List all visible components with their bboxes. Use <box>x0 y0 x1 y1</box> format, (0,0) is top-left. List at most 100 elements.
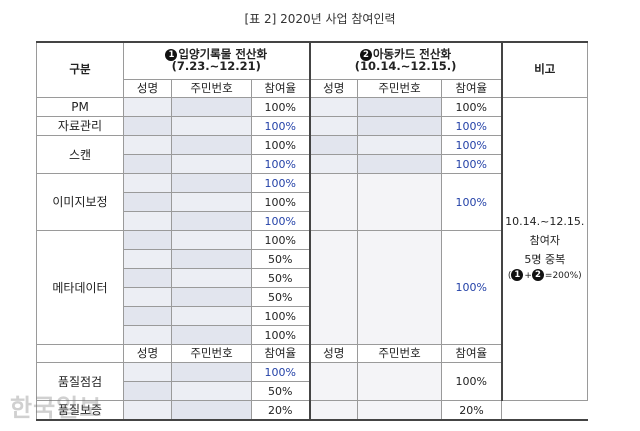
table-row: 자료관리 100% 100% <box>36 116 588 136</box>
header-rate-1: 참여율 <box>251 79 310 98</box>
redacted-name <box>123 400 172 421</box>
table-row: 100% 100% <box>37 154 588 174</box>
note-line2: 참여자 <box>529 234 560 247</box>
rate-cell: 50% <box>251 287 310 307</box>
table-row: 이미지보정 100% 100% <box>36 173 588 231</box>
redacted-id <box>171 192 252 212</box>
redacted-id <box>171 287 252 307</box>
redacted-name <box>308 97 358 117</box>
redacted-name <box>308 116 358 136</box>
header-id-1: 주민번호 <box>171 79 252 98</box>
redacted-id <box>171 268 252 288</box>
rate-cell: 100% <box>440 230 503 345</box>
header-id-2: 주민번호 <box>357 344 442 363</box>
header-rate-2: 참여율 <box>440 344 503 363</box>
rate-cell: 100% <box>440 173 503 231</box>
table-row: PM 100% 100% 10.14.~12.15. 참여자 5명 중복 (1 +… <box>36 97 589 401</box>
redacted-name <box>308 135 358 155</box>
table-row: 50% <box>37 268 588 288</box>
redacted-id <box>357 230 442 345</box>
participants-table: 구분 1 입양기록물 전산화(7.23.~12.21) 2 아동카드 전산화(10.… <box>36 41 589 421</box>
redacted-id <box>171 211 252 231</box>
note-line1: 10.14.~12.15. <box>505 215 585 229</box>
redacted-name <box>123 211 172 231</box>
rate-cell: 100% <box>440 362 503 401</box>
section-scan: 스캔 <box>36 135 124 174</box>
redacted-id <box>357 154 442 174</box>
header-name-2: 성명 <box>308 344 358 363</box>
redacted-name <box>123 249 172 269</box>
header-group2: 2 아동카드 전산화(10.14.~12.15.) <box>308 41 503 80</box>
redacted-name <box>123 306 172 326</box>
rate-cell: 100% <box>440 116 503 136</box>
rate-cell: 100% <box>440 154 503 174</box>
section-qc-check: 품질점검 <box>36 362 124 401</box>
redacted-name <box>308 173 358 231</box>
rate-cell: 20% <box>251 400 310 421</box>
table-row: 품질점검 100% 100% <box>36 362 588 401</box>
rate-cell: 100% <box>251 325 310 345</box>
table-row: 품질보증 20% 20% <box>36 400 588 421</box>
rate-cell: 100% <box>251 97 310 117</box>
rate-cell: 100% <box>251 173 310 193</box>
header-rate-1: 참여율 <box>251 344 310 363</box>
redacted-id <box>171 362 252 382</box>
redacted-name <box>123 192 172 212</box>
redacted-name <box>123 362 172 382</box>
rate-cell: 100% <box>251 154 310 174</box>
redacted-name <box>123 381 172 401</box>
redacted-name <box>308 362 358 401</box>
table-row: 100% <box>37 211 588 231</box>
section-metadata: 메타데이터 <box>36 230 124 345</box>
circled-number-2: 2 <box>359 49 372 62</box>
rate-cell: 100% <box>251 362 310 382</box>
redacted-id <box>357 135 442 155</box>
redacted-name <box>123 268 172 288</box>
rate-cell: 100% <box>251 135 310 155</box>
redacted-id <box>171 135 252 155</box>
header-name-1: 성명 <box>123 79 172 98</box>
redacted-name <box>308 230 358 345</box>
rate-cell: 100% <box>440 135 503 155</box>
redacted-id <box>171 381 252 401</box>
rate-cell: 100% <box>251 230 310 250</box>
header-group2-title: 아동카드 전산화(10.14.~12.15.) <box>354 47 457 74</box>
section-data-mgmt: 자료관리 <box>36 116 124 136</box>
remarks-note: 10.14.~12.15. 참여자 5명 중복 (1 +2 =200%) <box>500 97 589 401</box>
rate-cell: 50% <box>251 381 310 401</box>
circled-number-2: 2 <box>531 269 544 282</box>
table-row: 스캔 100% 100% <box>36 135 588 174</box>
blank-cell <box>36 344 124 363</box>
section-image-correction: 이미지보정 <box>36 173 124 231</box>
circled-number-1: 1 <box>165 49 178 62</box>
table-caption: [표 2] 2020년 사업 참여인력 <box>244 12 396 26</box>
rate-cell: 50% <box>251 249 310 269</box>
watermark-logo: 한국일보 <box>10 393 103 422</box>
rate-cell: 100% <box>251 306 310 326</box>
redacted-id <box>357 173 442 231</box>
table-row: 성명 주민번호 참여율 성명 주민번호 참여율 <box>36 344 588 363</box>
redacted-name <box>308 400 358 421</box>
redacted-id <box>357 400 442 421</box>
table-row: 100% <box>37 192 588 212</box>
rate-cell: 100% <box>251 116 310 136</box>
note-line3: 5명 중복 <box>524 252 566 266</box>
table-row: 100% <box>37 306 588 326</box>
note-line4: (1 +2 =200%) <box>507 269 582 282</box>
redacted-name <box>123 325 172 345</box>
table-row: 50% <box>37 381 588 401</box>
redacted-name <box>123 135 172 155</box>
redacted-id <box>357 362 442 401</box>
header-group1-title: 입양기록물 전산화(7.23.~12.21) <box>171 47 268 74</box>
redacted-id <box>171 116 252 136</box>
rate-cell: 100% <box>251 211 310 231</box>
redacted-id <box>171 400 252 421</box>
redacted-id <box>171 97 252 117</box>
redacted-name <box>308 154 358 174</box>
redacted-id <box>171 230 252 250</box>
redacted-name <box>123 154 172 174</box>
header-id-2: 주민번호 <box>357 79 442 98</box>
redacted-id <box>171 249 252 269</box>
redacted-id <box>171 306 252 326</box>
redacted-name <box>123 97 172 117</box>
